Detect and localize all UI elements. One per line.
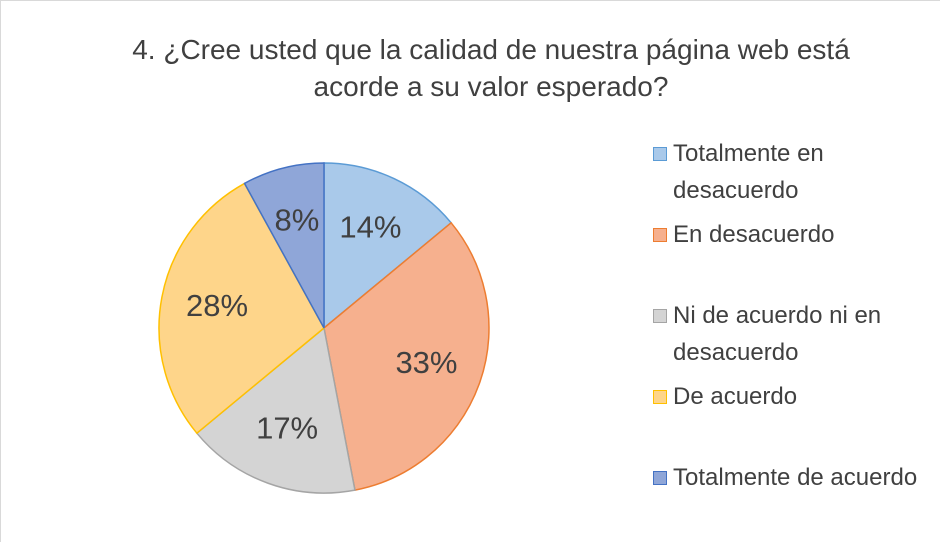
legend-swatch (653, 390, 667, 404)
legend-item: Ni de acuerdo ni en desacuerdo (653, 297, 938, 378)
legend-label: De acuerdo (673, 383, 798, 410)
pie-slice (323, 221, 490, 491)
pie-slice (243, 162, 325, 329)
chart-title: 4. ¿Cree usted que la calidad de nuestra… (132, 34, 850, 102)
pie-slice (323, 162, 453, 330)
data-label: 17% (256, 411, 318, 446)
data-label: 33% (395, 345, 457, 380)
legend-item: Totalmente de acuerdo (653, 459, 938, 540)
legend-swatch (653, 147, 667, 161)
data-label: 14% (339, 210, 401, 245)
legend-item: Totalmente en desacuerdo (653, 135, 938, 216)
legend: Totalmente en desacuerdo En desacuerdo Ni … (653, 135, 938, 540)
pie-slice (158, 182, 325, 435)
legend-item: De acuerdo (653, 378, 938, 459)
legend-swatch (653, 309, 667, 323)
pie-slice (195, 326, 356, 494)
legend-label: Totalmente en desacuerdo (673, 140, 824, 204)
legend-label: Totalmente de acuerdo (673, 464, 918, 491)
legend-label: Ni de acuerdo ni en desacuerdo (673, 302, 882, 366)
legend-label: En desacuerdo (673, 221, 835, 248)
data-label: 28% (186, 288, 248, 323)
legend-item: En desacuerdo (653, 216, 938, 297)
pie-area: 14% 33% 17% 28% 8% (158, 162, 490, 494)
legend-swatch (653, 471, 667, 485)
legend-swatch (653, 228, 667, 242)
data-label: 8% (275, 203, 320, 238)
